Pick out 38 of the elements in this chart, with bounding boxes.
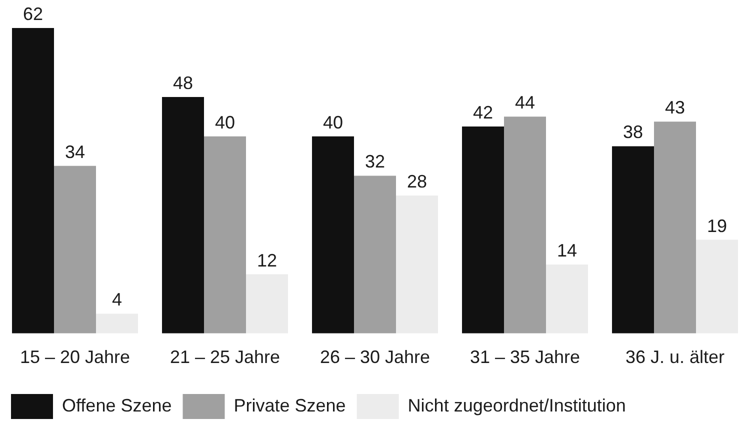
bar: [204, 136, 246, 334]
data-label: 44: [514, 92, 536, 113]
bar: [546, 264, 588, 334]
x-tick-label: 36 J. u. älter: [625, 347, 725, 368]
data-label: 14: [556, 240, 578, 260]
bar: [246, 274, 288, 334]
bar: [12, 28, 54, 334]
legend-label: Private Szene: [234, 395, 346, 416]
data-label: 12: [256, 250, 278, 270]
data-label: 40: [214, 112, 236, 132]
x-tick-label: 26 – 30 Jahre: [320, 347, 430, 368]
legend-label: Offene Szene: [62, 395, 172, 416]
data-label: 62: [22, 4, 44, 24]
bar: [312, 136, 354, 334]
x-tick-label: 21 – 25 Jahre: [170, 347, 280, 368]
data-label: 19: [706, 216, 728, 236]
data-label: 4: [112, 290, 122, 310]
bar: [96, 314, 138, 334]
data-label: 28: [406, 171, 428, 192]
bar: [396, 195, 438, 334]
bar: [462, 126, 504, 334]
data-label: 38: [622, 122, 644, 142]
bar: [54, 166, 96, 334]
data-label: 43: [664, 98, 686, 118]
x-tick-label: 31 – 35 Jahre: [470, 347, 580, 368]
bar: [696, 240, 738, 334]
data-label: 32: [364, 152, 386, 172]
bar: [504, 116, 546, 334]
data-label: 42: [472, 102, 494, 122]
data-label: 48: [172, 72, 194, 93]
x-tick-label: 15 – 20 Jahre: [20, 347, 130, 368]
bar: [354, 176, 396, 334]
bar: [162, 96, 204, 334]
bar: [654, 122, 696, 334]
data-label: 40: [322, 112, 344, 132]
data-label: 34: [64, 142, 86, 162]
legend-label: Nicht zugeordnet/Institution: [408, 395, 626, 416]
bar: [612, 146, 654, 334]
